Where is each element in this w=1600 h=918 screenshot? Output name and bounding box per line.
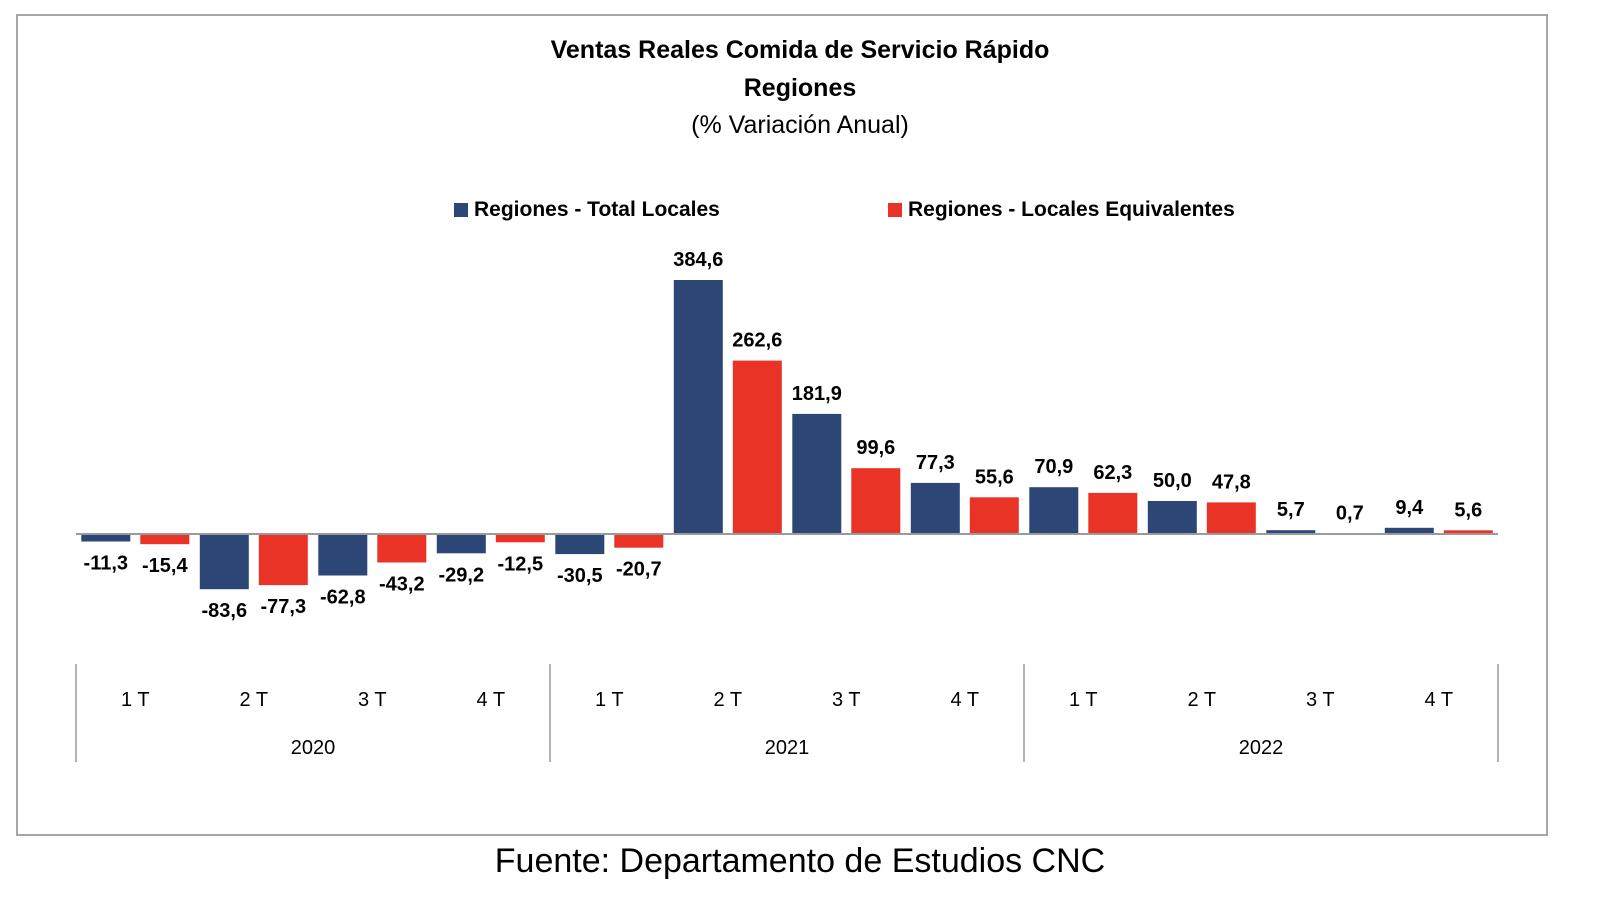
bar-locales-equivalentes-3 <box>495 534 545 543</box>
x-tick-label-4: 1 T <box>595 689 624 711</box>
bar-total-locales-1 <box>199 534 249 590</box>
x-tick-label-1: 2 T <box>240 689 269 711</box>
bar-total-locales-3 <box>436 534 486 554</box>
bar-locales-equivalentes-2 <box>377 534 427 563</box>
bar-total-locales-7 <box>910 482 960 534</box>
bar-total-locales-6 <box>792 413 842 534</box>
data-label-total-locales-2: -62,8 <box>320 587 366 609</box>
data-label-total-locales-6: 181,9 <box>792 383 842 405</box>
x-group-label-2020: 2020 <box>291 737 336 759</box>
chart-title-line2: Regiones <box>743 74 857 102</box>
data-label-total-locales-3: -29,2 <box>439 564 485 586</box>
legend-item-locales-equivalentes: Regiones - Locales Equivalentes <box>888 198 1235 222</box>
data-label-total-locales-4: -30,5 <box>557 565 603 587</box>
source-note: Fuente: Departamento de Estudios CNC <box>494 842 1106 880</box>
data-label-locales-equivalentes-0: -15,4 <box>142 555 188 577</box>
chart-frame <box>16 14 1548 836</box>
data-label-total-locales-5: 384,6 <box>673 249 723 271</box>
bar-total-locales-11 <box>1384 527 1434 534</box>
legend-label-total-locales: Regiones - Total Locales <box>474 198 720 221</box>
bar-locales-equivalentes-6 <box>851 468 901 534</box>
data-label-locales-equivalentes-5: 262,6 <box>732 330 782 352</box>
chart-title: Ventas Reales Comida de Servicio Rápido <box>550 36 1050 64</box>
legend-item-total-locales: Regiones - Total Locales <box>454 198 720 222</box>
x-tick-label-9: 2 T <box>1188 689 1217 711</box>
data-label-locales-equivalentes-11: 5,6 <box>1454 499 1482 521</box>
data-label-locales-equivalentes-6: 99,6 <box>856 437 895 459</box>
x-tick-label-2: 3 T <box>358 689 387 711</box>
bar-locales-equivalentes-9 <box>1206 502 1256 534</box>
x-group-label-2021: 2021 <box>765 737 810 759</box>
bar-total-locales-9 <box>1147 501 1197 534</box>
bar-locales-equivalentes-4 <box>614 534 664 548</box>
data-label-locales-equivalentes-3: -12,5 <box>498 553 544 575</box>
bar-locales-equivalentes-7 <box>969 497 1019 534</box>
x-tick-label-11: 4 T <box>1425 689 1454 711</box>
bar-locales-equivalentes-11 <box>1443 530 1493 534</box>
data-label-locales-equivalentes-1: -77,3 <box>261 596 307 618</box>
data-label-total-locales-1: -83,6 <box>202 600 248 622</box>
bar-total-locales-5 <box>673 280 723 534</box>
data-label-total-locales-9: 50,0 <box>1153 470 1192 492</box>
bar-total-locales-2 <box>318 534 368 576</box>
legend-swatch-total-locales <box>454 203 468 217</box>
x-tick-label-7: 4 T <box>951 689 980 711</box>
data-label-locales-equivalentes-4: -20,7 <box>616 559 662 581</box>
data-label-locales-equivalentes-2: -43,2 <box>379 574 425 596</box>
bar-locales-equivalentes-1 <box>258 534 308 586</box>
bar-locales-equivalentes-0 <box>140 534 190 545</box>
data-label-total-locales-8: 70,9 <box>1034 456 1073 478</box>
legend-swatch-locales-equivalentes <box>888 203 902 217</box>
bar-locales-equivalentes-5 <box>732 360 782 534</box>
bar-total-locales-10 <box>1266 530 1316 534</box>
data-label-total-locales-10: 5,7 <box>1277 499 1305 521</box>
bar-total-locales-8 <box>1029 487 1079 534</box>
x-group-label-2022: 2022 <box>1239 737 1284 759</box>
data-label-locales-equivalentes-7: 55,6 <box>975 466 1014 488</box>
data-label-total-locales-0: -11,3 <box>84 553 128 575</box>
bar-total-locales-4 <box>555 534 605 555</box>
bar-locales-equivalentes-8 <box>1088 492 1138 534</box>
data-label-locales-equivalentes-9: 47,8 <box>1212 471 1251 493</box>
x-tick-label-0: 1 T <box>121 689 150 711</box>
bar-total-locales-0 <box>81 534 131 542</box>
data-label-total-locales-7: 77,3 <box>916 452 955 474</box>
chart-subtitle: (% Variación Anual) <box>691 111 909 139</box>
x-tick-label-10: 3 T <box>1306 689 1335 711</box>
data-label-total-locales-11: 9,4 <box>1395 497 1424 519</box>
legend-label-locales-equivalentes: Regiones - Locales Equivalentes <box>908 198 1235 221</box>
x-tick-label-5: 2 T <box>714 689 743 711</box>
x-tick-label-3: 4 T <box>477 689 506 711</box>
data-label-locales-equivalentes-10: 0,7 <box>1336 503 1364 525</box>
x-tick-label-8: 1 T <box>1069 689 1098 711</box>
data-label-locales-equivalentes-8: 62,3 <box>1093 462 1132 484</box>
x-tick-label-6: 3 T <box>832 689 861 711</box>
